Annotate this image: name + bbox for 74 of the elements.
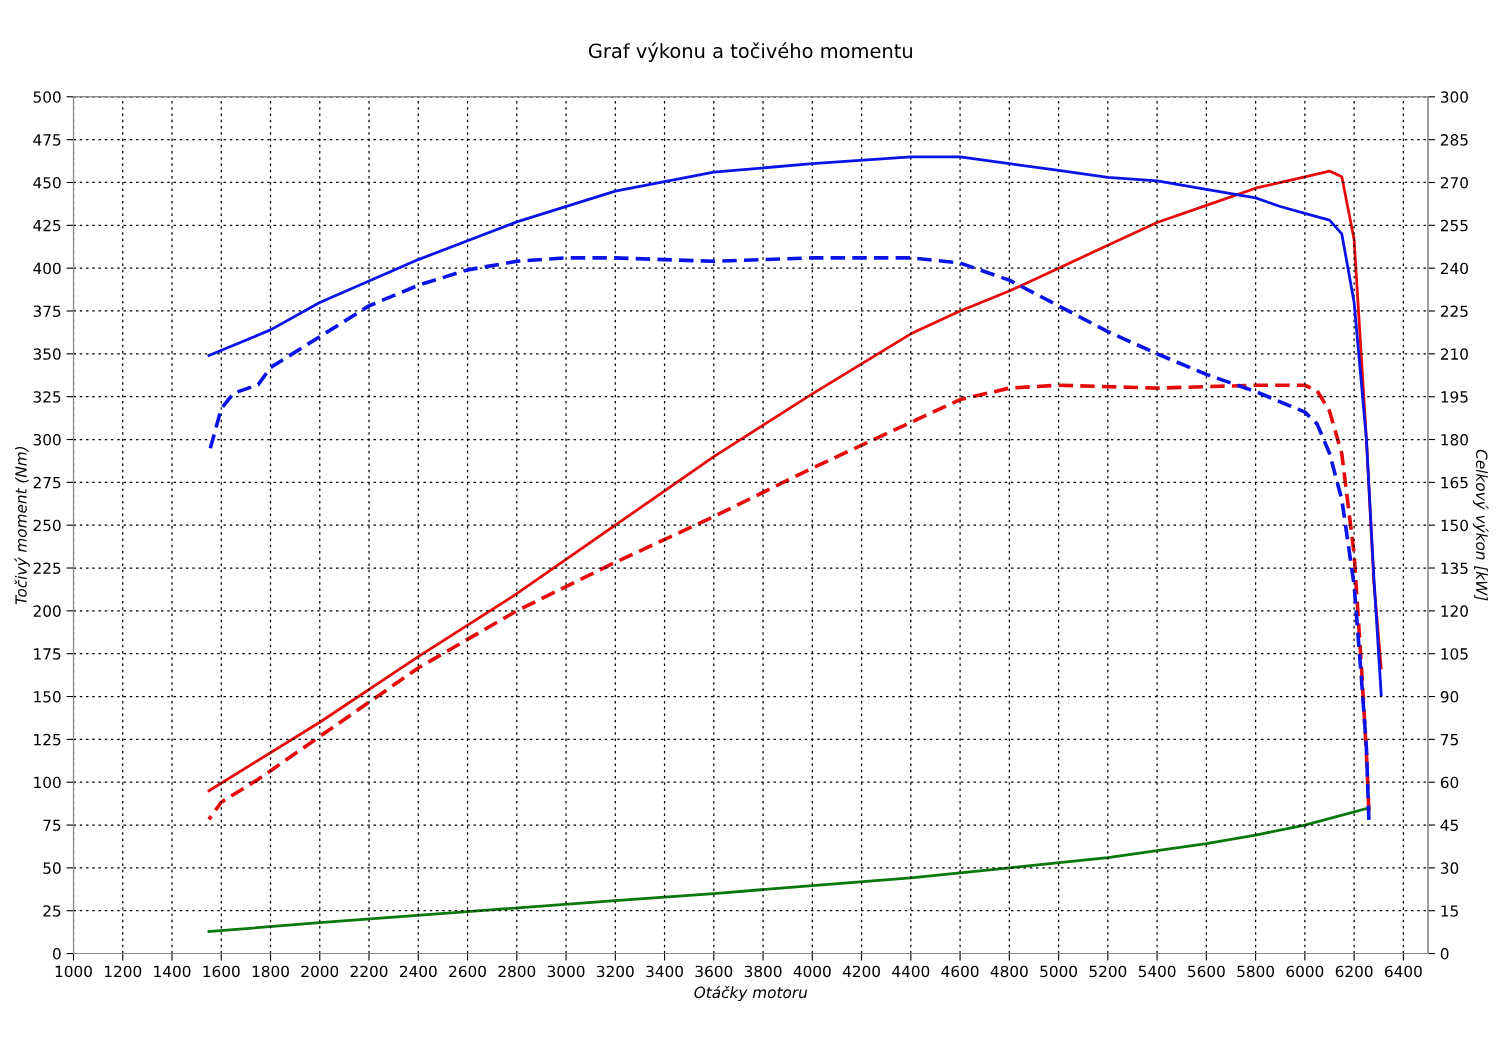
x-tick-label: 2600	[449, 965, 486, 978]
x-tick-label: 3800	[744, 965, 782, 978]
y-tick-label: 250	[33, 519, 61, 532]
y2-tick-label: 150	[1441, 519, 1468, 532]
y-axis-title: Točivý moment (Nm)	[14, 446, 30, 605]
y2-tick-label: 225	[1440, 305, 1468, 318]
y2-tick-label: 270	[1440, 176, 1468, 189]
y2-tick-label: 45	[1440, 819, 1458, 832]
y-tick-label: 0	[52, 948, 61, 960]
y2-tick-label: 195	[1441, 391, 1468, 403]
x-tick-label: 4800	[990, 965, 1028, 978]
x-tick-label: 3000	[547, 965, 585, 978]
y2-tick-label: 90	[1440, 691, 1459, 703]
y-tick-label: 225	[33, 562, 61, 575]
x-tick-label: 1800	[252, 965, 289, 978]
y2-axis-title: Celkový výkon [kW]	[1473, 449, 1489, 601]
y2-tick-label: 300	[1440, 91, 1468, 103]
x-tick-label: 1200	[104, 965, 142, 978]
y2-tick-label: 60	[1440, 776, 1459, 789]
x-tick-label: 3600	[695, 965, 733, 978]
y2-tick-label: 240	[1440, 262, 1468, 275]
y2-tick-label: 255	[1440, 219, 1468, 232]
y2-tick-label: 105	[1441, 648, 1468, 660]
y-tick-label: 300	[33, 433, 61, 446]
y-tick-label: 200	[33, 605, 61, 617]
y-tick-label: 450	[33, 176, 61, 189]
y-tick-label: 325	[33, 391, 61, 403]
x-tick-label: 2200	[350, 965, 388, 978]
y-tick-label: 425	[33, 219, 61, 232]
x-tick-label: 2000	[301, 965, 339, 978]
x-tick-label: 5200	[1089, 965, 1127, 978]
y2-tick-label: 180	[1441, 433, 1468, 446]
y-tick-label: 25	[43, 905, 61, 917]
y2-tick-label: 210	[1440, 348, 1468, 360]
x-tick-label: 6000	[1286, 965, 1324, 978]
y2-tick-label: 165	[1441, 476, 1468, 489]
x-tick-label: 4200	[842, 965, 880, 978]
y-tick-label: 400	[33, 262, 61, 275]
y2-tick-label: 15	[1441, 905, 1458, 917]
x-axis-title: Otáčky motoru	[694, 985, 808, 1002]
y2-tick-label: 120	[1441, 605, 1468, 617]
x-tick-label: 2400	[399, 965, 437, 978]
x-tick-label: 4600	[941, 965, 979, 978]
y2-tick-label: 135	[1441, 562, 1468, 575]
x-tick-label: 1400	[154, 965, 191, 978]
y-tick-label: 375	[33, 305, 61, 318]
y-tick-label: 275	[33, 476, 61, 489]
y-tick-label: 475	[33, 134, 61, 146]
x-tick-label: 3400	[646, 965, 683, 978]
y2-tick-label: 30	[1440, 862, 1459, 874]
x-tick-label: 5800	[1237, 965, 1275, 978]
x-tick-label: 5400	[1138, 965, 1176, 978]
y-tick-label: 350	[33, 348, 61, 360]
y2-tick-label: 0	[1440, 948, 1449, 960]
y-tick-label: 50	[43, 862, 61, 874]
x-tick-label: 3200	[597, 965, 634, 978]
x-tick-label: 5000	[1040, 965, 1078, 978]
x-tick-label: 1000	[55, 965, 92, 978]
chart-title: Graf výkonu a točivého momentu	[588, 42, 912, 62]
y-tick-label: 175	[34, 648, 61, 660]
x-tick-label: 2800	[498, 965, 536, 978]
x-tick-label: 4400	[892, 965, 930, 978]
y-tick-label: 100	[34, 776, 61, 789]
x-tick-label: 6200	[1335, 965, 1373, 978]
x-tick-label: 6400	[1385, 965, 1422, 978]
y2-tick-label: 75	[1441, 734, 1458, 746]
y-tick-label: 125	[34, 733, 61, 746]
x-tick-label: 1600	[203, 965, 240, 978]
x-tick-label: 5600	[1188, 965, 1225, 978]
y-tick-label: 500	[33, 91, 61, 103]
y-tick-label: 150	[34, 691, 61, 703]
y-tick-label: 75	[43, 819, 61, 832]
x-tick-label: 4000	[793, 965, 831, 978]
y2-tick-label: 285	[1440, 134, 1468, 146]
